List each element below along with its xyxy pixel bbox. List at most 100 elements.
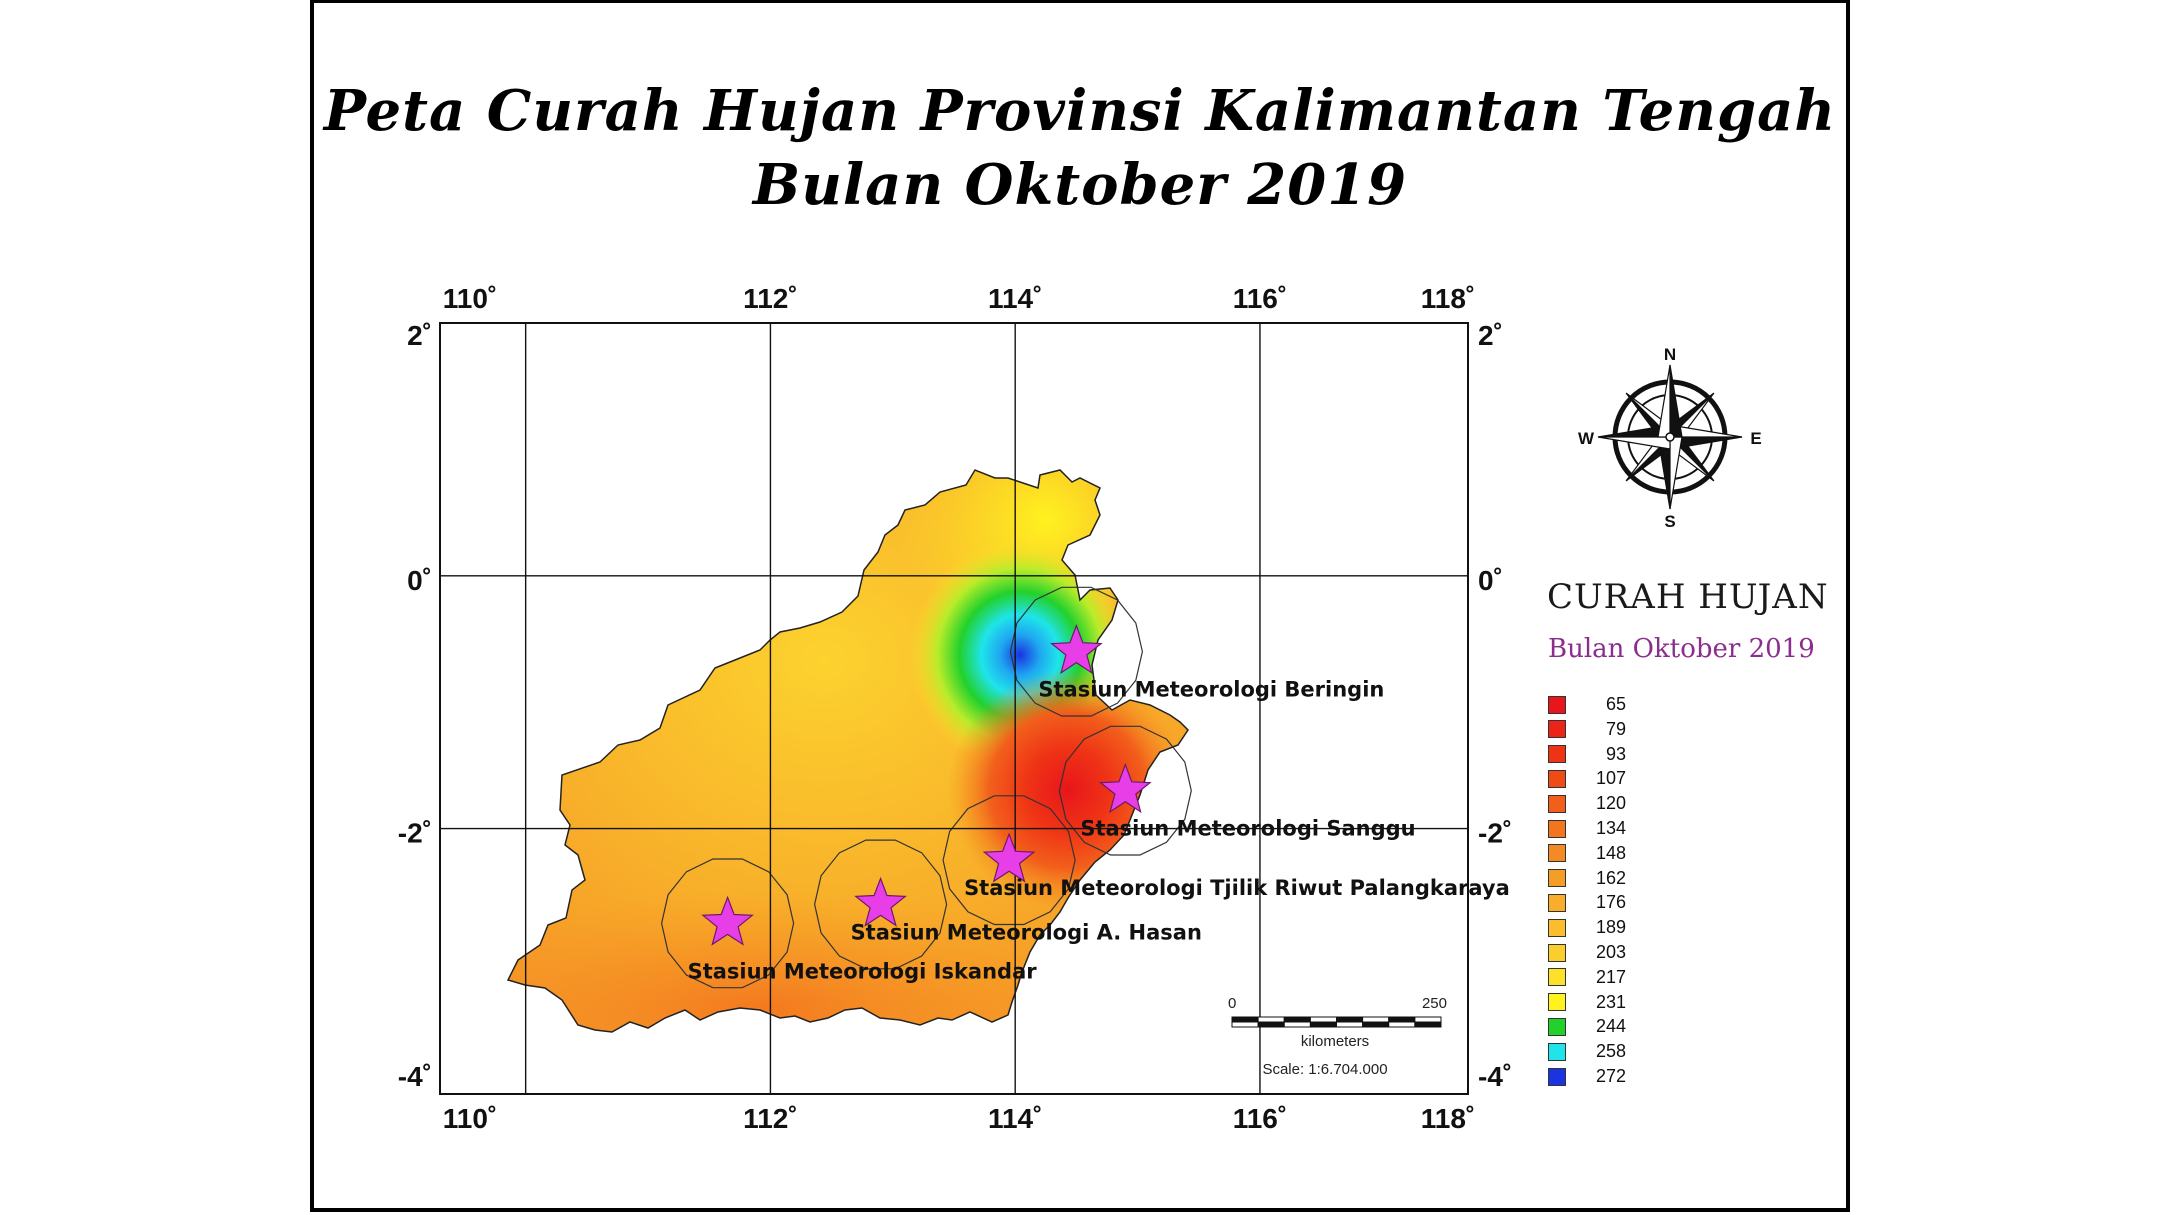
legend-value: 148: [1595, 842, 1626, 863]
legend-value: 203: [1595, 942, 1626, 962]
station-markers: Stasiun Meteorologi Beringin Stasiun Mete…: [688, 623, 1510, 983]
legend-item: 79: [1548, 717, 1626, 742]
legend-item: 272: [1548, 1064, 1626, 1089]
legend-value: 231: [1595, 991, 1626, 1012]
lon-label-bottom: 110˚: [443, 1103, 498, 1134]
legend-item: 258: [1548, 1039, 1626, 1064]
scale-unit-label: kilometers: [1301, 1033, 1369, 1050]
station-label: Stasiun Meteorologi Sanggu: [1080, 817, 1415, 841]
scale-start-label: 0: [1228, 995, 1236, 1012]
legend-item: 93: [1548, 742, 1626, 767]
lat-label-right: 2˚: [1478, 320, 1503, 351]
compass-point: [1657, 364, 1671, 438]
scale-bar-segment: [1414, 1016, 1442, 1023]
scale-bar-segment: [1388, 1016, 1416, 1023]
compass-point: [1669, 364, 1683, 438]
lon-label-bottom: 118˚: [1421, 1103, 1476, 1134]
legend-value: 272: [1595, 1066, 1626, 1086]
scale-bar-segment: [1414, 1021, 1442, 1028]
station-star-icon: [854, 876, 907, 927]
map-subtitle: Bulan Oktober 2019: [752, 152, 1408, 218]
station-buffer: [1009, 586, 1144, 717]
lon-label-top: 118˚: [1421, 283, 1476, 314]
lon-label-bottom: 114˚: [988, 1103, 1043, 1134]
lon-label-top: 112˚: [743, 283, 798, 314]
legend-swatch: [1548, 1017, 1566, 1036]
legend-subtitle: Bulan Oktober 2019: [1548, 634, 1815, 664]
compass-south-label: S: [1664, 512, 1675, 531]
station-buffer: [942, 795, 1076, 926]
legend-swatch: [1548, 968, 1566, 987]
compass-point: [1597, 436, 1671, 450]
legend-value: 258: [1595, 1041, 1626, 1062]
legend-item: 107: [1548, 766, 1626, 791]
station-buffers: [660, 586, 1192, 989]
legend-swatch: [1548, 769, 1566, 788]
legend-value: 107: [1595, 768, 1626, 789]
legend-swatch: [1548, 993, 1566, 1012]
legend-swatch: [1548, 943, 1566, 962]
scale-bar-segment: [1257, 1016, 1285, 1023]
legend-swatch: [1548, 794, 1566, 813]
scale-bar-segment: [1362, 1016, 1390, 1023]
legend-item: 148: [1548, 841, 1626, 866]
compass-east-label: E: [1750, 429, 1761, 448]
scale-bar-segment: [1257, 1021, 1285, 1028]
lat-label-left: 0˚: [407, 565, 432, 596]
legend-swatch: [1548, 869, 1566, 888]
legend-swatch: [1548, 819, 1566, 838]
lat-label-right: -4˚: [1478, 1061, 1512, 1092]
scale-bar-segment: [1283, 1021, 1311, 1028]
scale-end-label: 250: [1422, 995, 1447, 1012]
legend-swatch: [1548, 918, 1566, 937]
station-buffer: [660, 858, 795, 989]
legend-swatch: [1548, 1067, 1566, 1086]
lon-label-bottom: 116˚: [1233, 1103, 1288, 1134]
scale-bar-segment: [1231, 1021, 1259, 1028]
lat-label-left: -4˚: [398, 1061, 432, 1092]
legend-swatch: [1548, 695, 1566, 714]
scale-bar-segment: [1336, 1016, 1364, 1023]
legend-swatch: [1548, 893, 1566, 912]
legend-item: 244: [1548, 1014, 1626, 1039]
legend-item: 65: [1548, 692, 1626, 717]
station-label: Stasiun Meteorologi Beringin: [1038, 678, 1384, 702]
legend-item: 134: [1548, 816, 1626, 841]
map-title: Peta Curah Hujan Provinsi Kalimantan Ten…: [323, 78, 1837, 144]
legend-value: 120: [1595, 793, 1626, 814]
legend-item: 120: [1548, 791, 1626, 816]
province-boundary: [506, 469, 1189, 1033]
legend-value: 189: [1595, 917, 1626, 938]
lon-label-top: 114˚: [988, 283, 1043, 314]
station-label: Stasiun Meteorologi Iskandar: [688, 959, 1038, 983]
lat-label-left: 2˚: [407, 320, 432, 351]
lat-label-right: -2˚: [1478, 818, 1512, 849]
station-buffer: [813, 839, 948, 970]
legend-value: 79: [1605, 718, 1626, 739]
legend-value: 134: [1595, 818, 1626, 838]
station-label: Stasiun Meteorologi Tjilik Riwut Palangk…: [964, 876, 1510, 900]
rainfall-map: [506, 469, 1192, 1033]
lat-label-left: -2˚: [398, 818, 432, 849]
lon-label-bottom: 112˚: [743, 1103, 798, 1134]
scale-bar-segment: [1309, 1021, 1337, 1028]
station-star-icon: [1098, 762, 1152, 814]
legend-value: 176: [1595, 892, 1626, 913]
map-border: [439, 322, 1469, 1095]
graticule: [440, 323, 1468, 1094]
legend-item: 162: [1548, 866, 1626, 891]
station-star-icon: [1050, 623, 1103, 675]
scale-bar-segment: [1231, 1016, 1259, 1023]
station-star-icon: [701, 895, 754, 946]
legend-swatch: [1548, 1042, 1566, 1061]
station-buffer: [1058, 725, 1192, 856]
compass-point: [1669, 436, 1683, 510]
station-star-icon: [982, 832, 1036, 883]
scale-bar: 0 250 kilometers Scale: 1:6.704.000: [1228, 995, 1447, 1078]
scale-bar-segment: [1309, 1016, 1337, 1023]
legend-value: 93: [1605, 743, 1626, 764]
legend-item: 231: [1548, 990, 1626, 1015]
lat-label-right: 0˚: [1478, 565, 1503, 596]
legend-value: 244: [1595, 1016, 1626, 1037]
